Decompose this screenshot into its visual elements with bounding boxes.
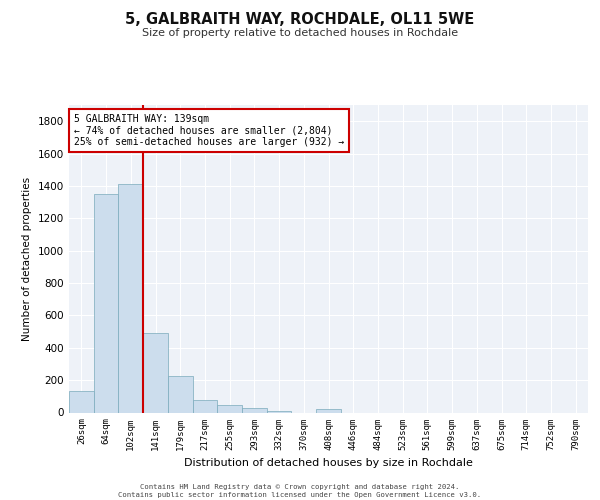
Bar — [168, 376, 193, 412]
Text: 5, GALBRAITH WAY, ROCHDALE, OL11 5WE: 5, GALBRAITH WAY, ROCHDALE, OL11 5WE — [125, 12, 475, 28]
Bar — [143, 333, 168, 412]
Bar — [267, 410, 292, 412]
Bar — [316, 410, 341, 412]
Text: Size of property relative to detached houses in Rochdale: Size of property relative to detached ho… — [142, 28, 458, 38]
Bar — [193, 400, 217, 412]
Bar — [94, 194, 118, 412]
X-axis label: Distribution of detached houses by size in Rochdale: Distribution of detached houses by size … — [184, 458, 473, 468]
Bar — [118, 184, 143, 412]
Text: 5 GALBRAITH WAY: 139sqm
← 74% of detached houses are smaller (2,804)
25% of semi: 5 GALBRAITH WAY: 139sqm ← 74% of detache… — [74, 114, 344, 148]
Bar — [242, 408, 267, 412]
Y-axis label: Number of detached properties: Number of detached properties — [22, 176, 32, 341]
Bar — [217, 405, 242, 412]
Text: Contains HM Land Registry data © Crown copyright and database right 2024.
Contai: Contains HM Land Registry data © Crown c… — [118, 484, 482, 498]
Bar — [69, 390, 94, 412]
